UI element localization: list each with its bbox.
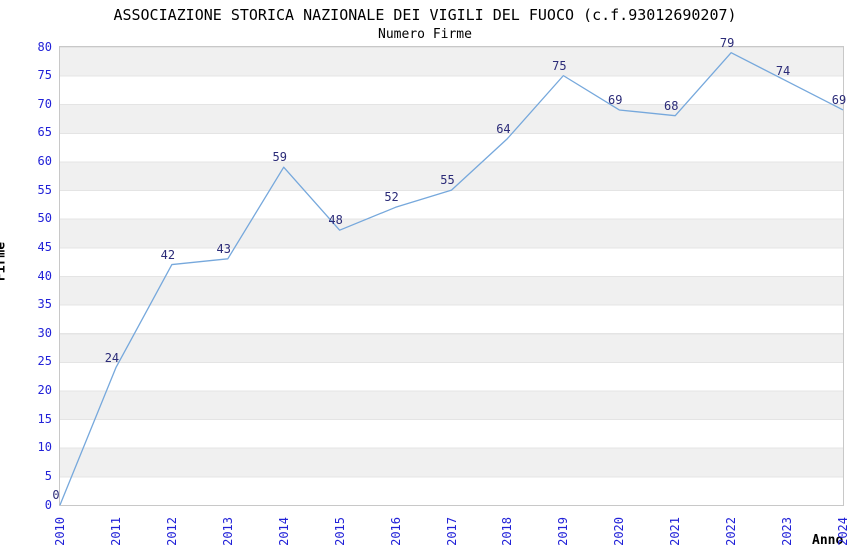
- data-point-label: 79: [719, 35, 735, 50]
- data-point-label: 42: [160, 247, 176, 262]
- data-point-label: 0: [52, 488, 60, 502]
- x-tick-label: 2017: [444, 517, 459, 546]
- data-point-label: 69: [608, 92, 623, 107]
- y-tick-label: 15: [37, 411, 52, 426]
- data-point-label: 68: [663, 98, 679, 113]
- data-point-label: 74: [775, 64, 791, 79]
- y-tick-label: 70: [37, 96, 52, 111]
- x-tick-label: 2011: [108, 517, 123, 546]
- x-tick-label: 2015: [332, 517, 347, 546]
- data-point-label: 64: [496, 121, 511, 136]
- y-tick-label: 55: [37, 182, 52, 197]
- chart-title: ASSOCIAZIONE STORICA NAZIONALE DEI VIGIL…: [113, 6, 737, 24]
- line-series-svg: [59, 52, 844, 506]
- x-tick-label: 2012: [164, 517, 179, 546]
- y-tick-label: 50: [37, 211, 52, 226]
- y-tick-label: 0: [44, 497, 52, 512]
- x-tick-label: 2022: [724, 517, 739, 546]
- y-tick-label: 60: [37, 154, 52, 168]
- y-tick-label: 30: [37, 325, 52, 340]
- x-tick-label: 2019: [556, 517, 571, 546]
- x-tick-label: 2024: [836, 517, 850, 546]
- y-tick-label: 5: [44, 468, 52, 483]
- y-tick-label: 75: [37, 68, 52, 83]
- y-tick-label: 20: [37, 383, 52, 397]
- y-tick-label: 10: [37, 440, 52, 455]
- x-axis-title: Anno: [812, 533, 844, 548]
- y-tick-label: 35: [37, 297, 52, 312]
- y-tick-label: 40: [37, 268, 52, 283]
- data-point-label: 24: [104, 350, 120, 365]
- y-tick-label: 25: [37, 354, 52, 369]
- x-tick-label: 2021: [668, 517, 683, 546]
- data-point-label: 55: [440, 173, 455, 188]
- data-point-label: 75: [552, 58, 567, 73]
- plot-area: [59, 46, 844, 506]
- line-series: [59, 52, 844, 506]
- data-point-label: 43: [216, 241, 232, 256]
- data-point-label: 59: [272, 150, 287, 165]
- x-tick-label: 2014: [276, 517, 291, 546]
- x-tick-label: 2010: [53, 517, 67, 546]
- x-tick-label: 2020: [612, 517, 627, 546]
- data-point-label: 48: [328, 213, 343, 228]
- x-tick-label: 2023: [780, 517, 795, 546]
- x-tick-label: 2018: [500, 517, 515, 546]
- chart-subtitle: Numero Firme: [378, 27, 472, 42]
- data-point-label: 52: [384, 190, 399, 205]
- data-point-label: 69: [831, 92, 847, 107]
- x-tick-label: 2016: [388, 517, 403, 546]
- y-tick-label: 65: [37, 125, 52, 140]
- y-tick-label: 80: [37, 39, 52, 54]
- y-tick-label: 45: [37, 239, 52, 254]
- x-tick-label: 2013: [220, 517, 235, 546]
